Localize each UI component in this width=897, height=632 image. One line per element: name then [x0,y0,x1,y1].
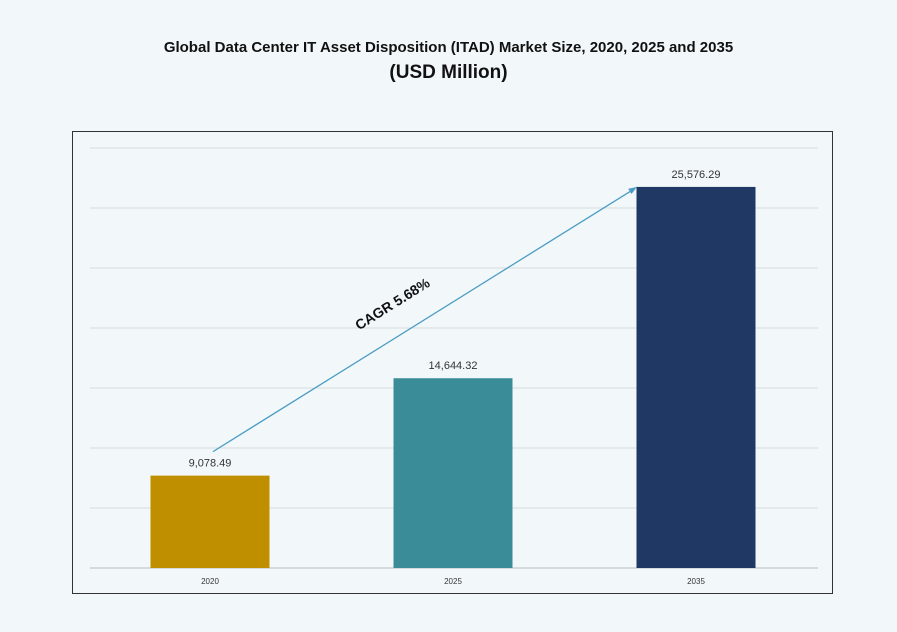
bars: 9,078.49 2020 14,644.32 2025 25,576.29 2035 [150,169,756,586]
arrow-head [628,186,637,195]
chart-subtitle: (USD Million) [389,62,508,83]
cagr-label: CAGR 5.68% [352,274,433,333]
chart-title: Global Data Center IT Asset Disposition … [163,39,734,56]
bar-2020 [150,475,270,568]
data-label: 9,078.49 [189,458,232,470]
arrow-line [212,190,632,453]
data-label: 25,576.29 [672,169,721,181]
bar-2025 [393,378,513,568]
x-tick-label: 2020 [201,577,219,586]
data-label: 14,644.32 [429,360,478,372]
x-tick-label: 2035 [687,577,705,586]
x-tick-label: 2025 [444,577,462,586]
bar-2035 [636,186,756,569]
chart-frame [72,131,833,594]
